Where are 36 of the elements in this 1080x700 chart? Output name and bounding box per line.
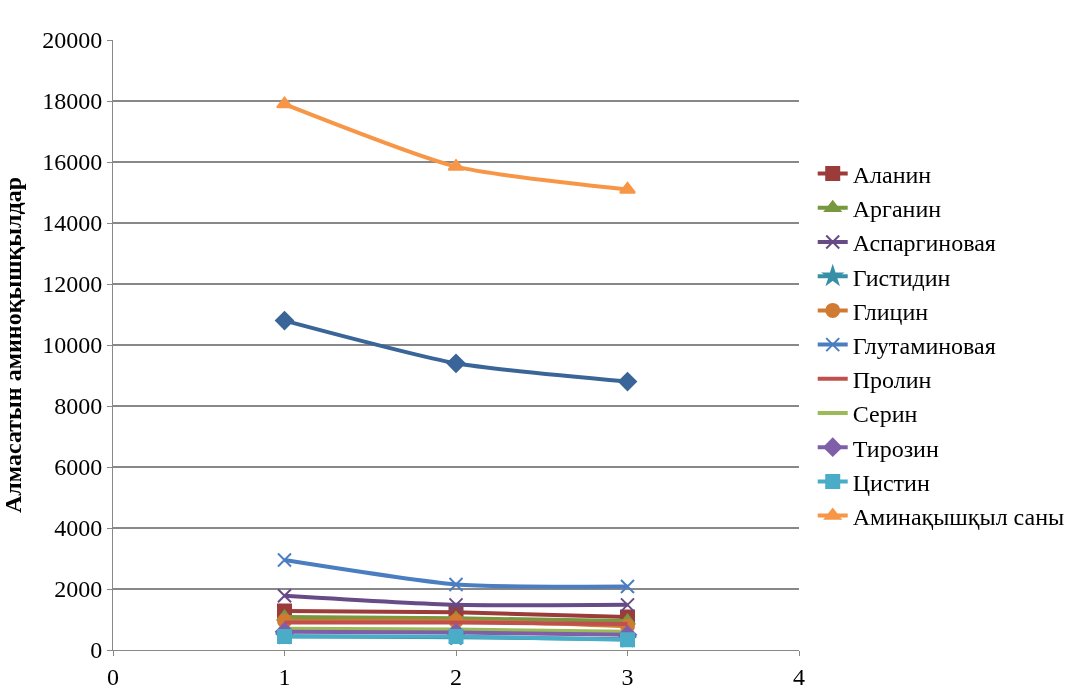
y-tick-label: 12000 xyxy=(42,271,103,298)
legend-label: Арганин xyxy=(852,196,942,223)
x-tick-label: 1 xyxy=(278,663,291,690)
point xyxy=(618,372,637,392)
legend-label: Гистидин xyxy=(852,264,951,291)
point xyxy=(277,552,292,568)
legend-label: Пролин xyxy=(852,367,932,394)
y-tick-label: 4000 xyxy=(54,515,103,542)
x-tick-label: 4 xyxy=(793,663,805,690)
point xyxy=(275,311,294,331)
y-tick-label: 6000 xyxy=(54,454,103,481)
x-tick-label: 3 xyxy=(621,663,634,690)
y-tick-label: 18000 xyxy=(42,88,103,115)
y-tick-label: 2000 xyxy=(54,576,103,603)
y-tick-label: 0 xyxy=(90,637,103,664)
legend-label: Серин xyxy=(852,401,918,428)
x-tick-label: 2 xyxy=(450,663,462,690)
point xyxy=(446,353,466,373)
point xyxy=(620,579,635,595)
legend-label: Глицин xyxy=(852,298,929,325)
legend-label: Цистин xyxy=(852,469,930,496)
point xyxy=(620,597,635,613)
y-tick-label: 8000 xyxy=(54,393,103,420)
legend-label: Глутаминовая xyxy=(852,332,996,359)
y-axis-title: Алмасатын аминоқышқылдар xyxy=(0,176,26,514)
y-tick-label: 16000 xyxy=(42,149,103,176)
legend-label: Аспаргиновая xyxy=(852,230,996,257)
legend-label: Аминақышқыл саны xyxy=(852,503,1065,530)
legend-label: Тирозин xyxy=(852,435,939,462)
y-tick-label: 14000 xyxy=(42,210,103,237)
point xyxy=(448,597,464,613)
y-tick-label: 20000 xyxy=(42,27,103,54)
y-tick-label: 10000 xyxy=(42,332,103,359)
point xyxy=(277,588,292,604)
legend-label: Аланин xyxy=(852,161,932,188)
point xyxy=(448,576,464,592)
